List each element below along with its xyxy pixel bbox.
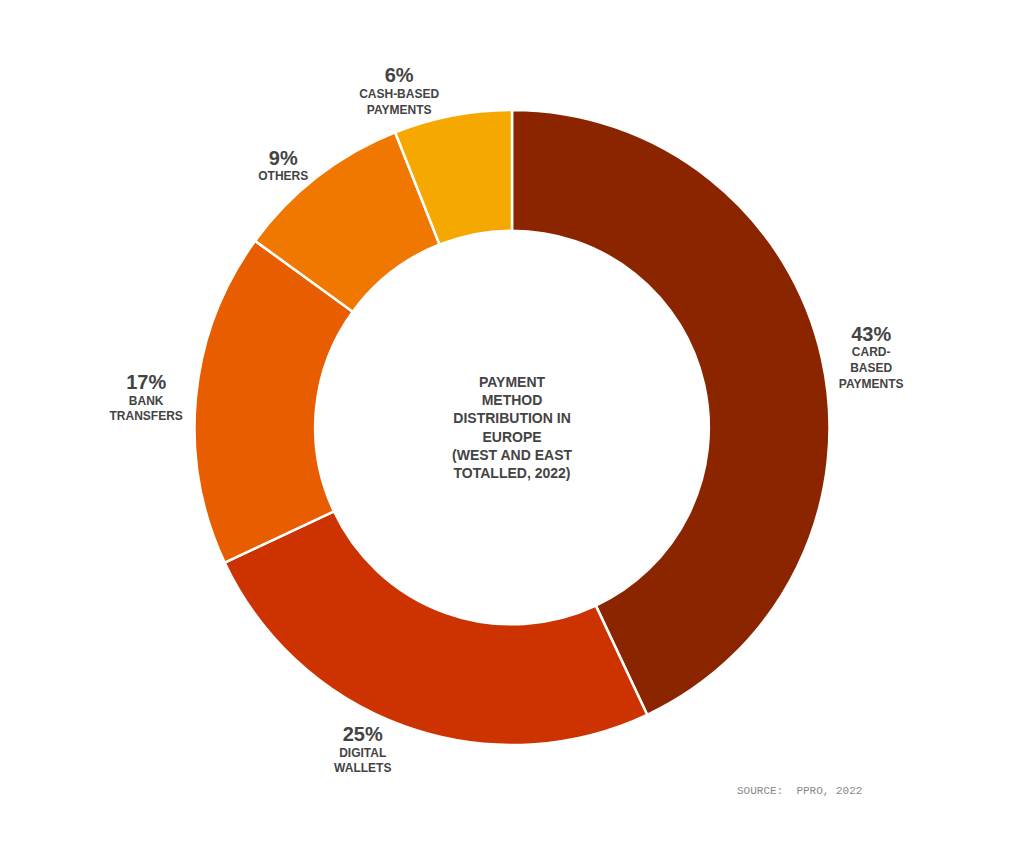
svg-text:6%CASH-BASEDPAYMENTS: 6%CASH-BASEDPAYMENTS bbox=[359, 64, 439, 116]
svg-text:PAYMENTMETHODDISTRIBUTION INEU: PAYMENTMETHODDISTRIBUTION INEUROPE(WEST … bbox=[452, 374, 572, 481]
svg-text:9%OTHERS: 9%OTHERS bbox=[258, 147, 308, 184]
svg-text:25%DIGITALWALLETS: 25%DIGITALWALLETS bbox=[334, 723, 391, 775]
svg-text:SOURCE: PPRO, 2022: SOURCE: PPRO, 2022 bbox=[737, 785, 862, 797]
svg-text:43%CARD-BASEDPAYMENTS: 43%CARD-BASEDPAYMENTS bbox=[839, 323, 904, 391]
svg-text:17%BANKTRANSFERS: 17%BANKTRANSFERS bbox=[110, 371, 183, 423]
